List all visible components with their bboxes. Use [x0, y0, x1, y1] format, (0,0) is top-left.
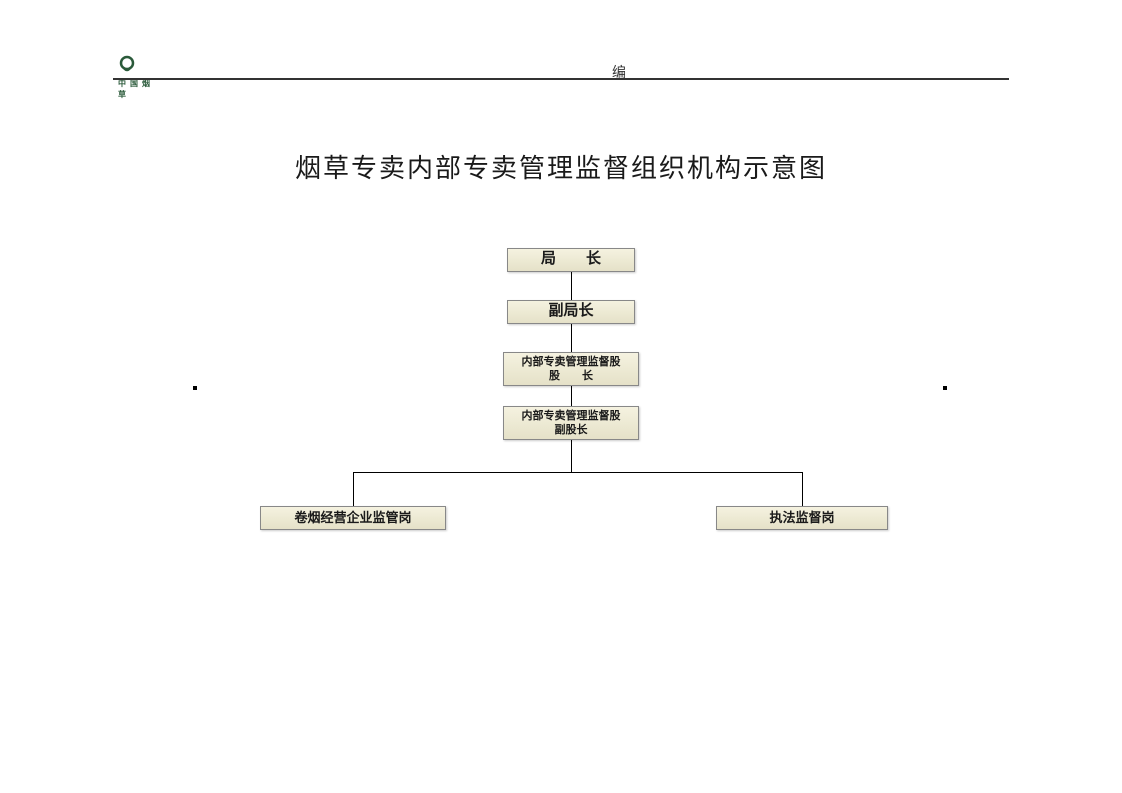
connector — [571, 440, 572, 472]
side-marker — [193, 386, 197, 390]
connector — [571, 272, 572, 300]
org-node-n6: 执法监督岗 — [716, 506, 888, 530]
org-node-n1: 局 长 — [507, 248, 635, 272]
orgchart-container: 局 长副局长内部专卖管理监督股股 长内部专卖管理监督股副股长卷烟经营企业监管岗执… — [0, 240, 1122, 560]
org-node-label-line1: 内部专卖管理监督股 — [522, 355, 621, 369]
side-marker — [943, 386, 947, 390]
connector — [802, 472, 803, 506]
logo: 中 国 烟 草 — [118, 55, 158, 77]
org-node-n5: 卷烟经营企业监管岗 — [260, 506, 446, 530]
logo-text: 中 国 烟 草 — [118, 78, 158, 100]
org-node-n2: 副局长 — [507, 300, 635, 324]
org-node-n4: 内部专卖管理监督股副股长 — [503, 406, 639, 440]
org-node-label-line2: 股 长 — [549, 369, 593, 383]
connector — [571, 324, 572, 352]
org-node-label-line2: 副股长 — [555, 423, 588, 437]
header-divider — [113, 78, 1009, 80]
connector — [353, 472, 354, 506]
org-node-label-line1: 内部专卖管理监督股 — [522, 409, 621, 423]
tobacco-logo-icon — [118, 55, 136, 73]
connector — [353, 472, 803, 473]
page-title: 烟草专卖内部专卖管理监督组织机构示意图 — [295, 148, 827, 185]
connector — [571, 386, 572, 406]
org-node-n3: 内部专卖管理监督股股 长 — [503, 352, 639, 386]
